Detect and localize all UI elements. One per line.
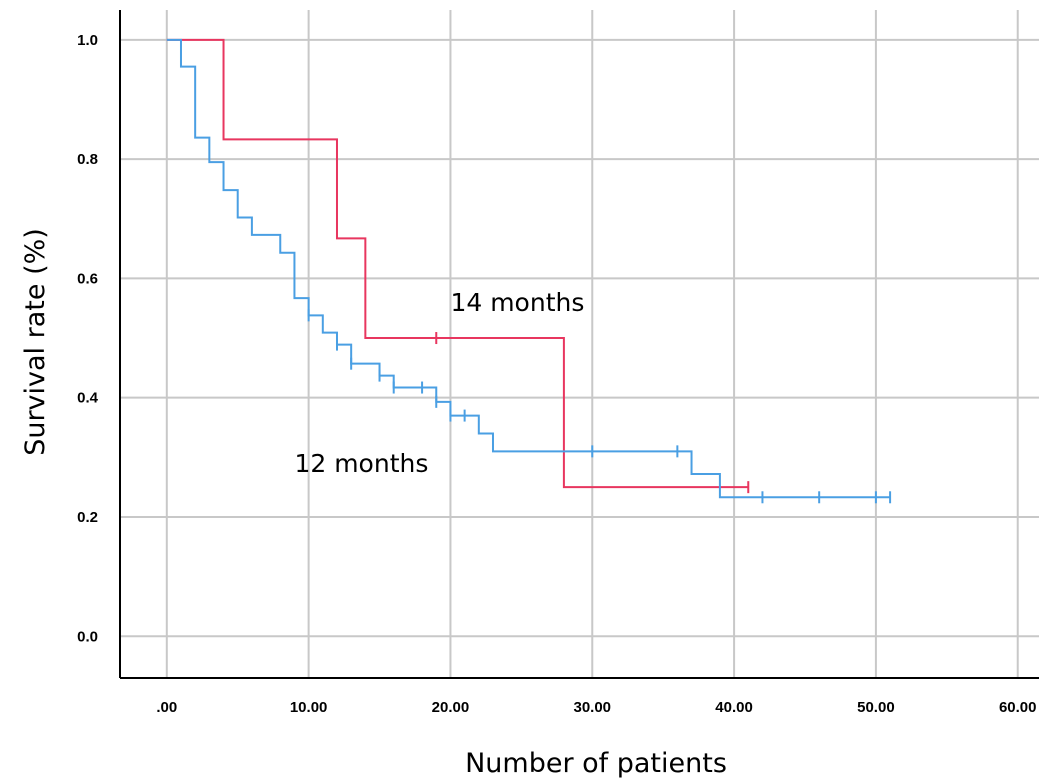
axes [119,10,1039,679]
x-axis-title: Number of patients [465,748,727,779]
series-line-1 [166,38,891,499]
series-line-0 [166,38,749,489]
annotation-label-0: 14 months [450,288,584,317]
x-tick-label-3: 30.00 [573,699,611,716]
annotation-label-1: 12 months [294,449,428,478]
y-tick-label-2: 0.4 [77,390,99,407]
x-tick-label-6: 60.00 [999,699,1037,716]
y-tick-label-5: 1.0 [77,32,98,49]
tick-labels: .00 10.00 20.00 30.00 40.00 50.00 60.00 0.0 0.2 0… [77,32,1036,716]
y-tick-label-3: 0.6 [77,270,98,287]
x-tick-label-0: .00 [156,699,177,716]
x-tick-label-5: 50.00 [857,699,895,716]
y-tick-label-4: 0.8 [77,151,98,168]
y-axis-title: Survival rate (%) [20,228,51,456]
x-tick-label-1: 10.00 [290,699,328,716]
gridlines [120,10,1039,678]
series-group [166,38,892,504]
y-tick-label-1: 0.2 [77,509,98,526]
y-tick-label-0: 0.0 [77,628,98,645]
x-tick-label-4: 40.00 [715,699,753,716]
annotations: 14 months 12 months [294,288,584,478]
x-tick-label-2: 20.00 [432,699,470,716]
